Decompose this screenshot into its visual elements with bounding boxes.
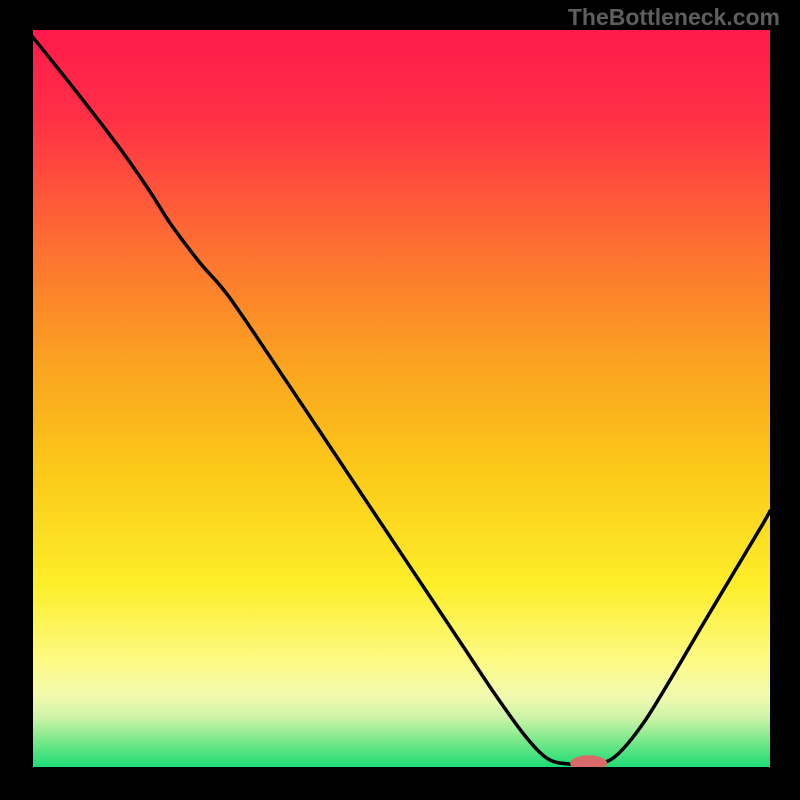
bottleneck-chart bbox=[0, 0, 800, 800]
plot-background bbox=[30, 30, 770, 770]
watermark-text: TheBottleneck.com bbox=[568, 4, 780, 31]
